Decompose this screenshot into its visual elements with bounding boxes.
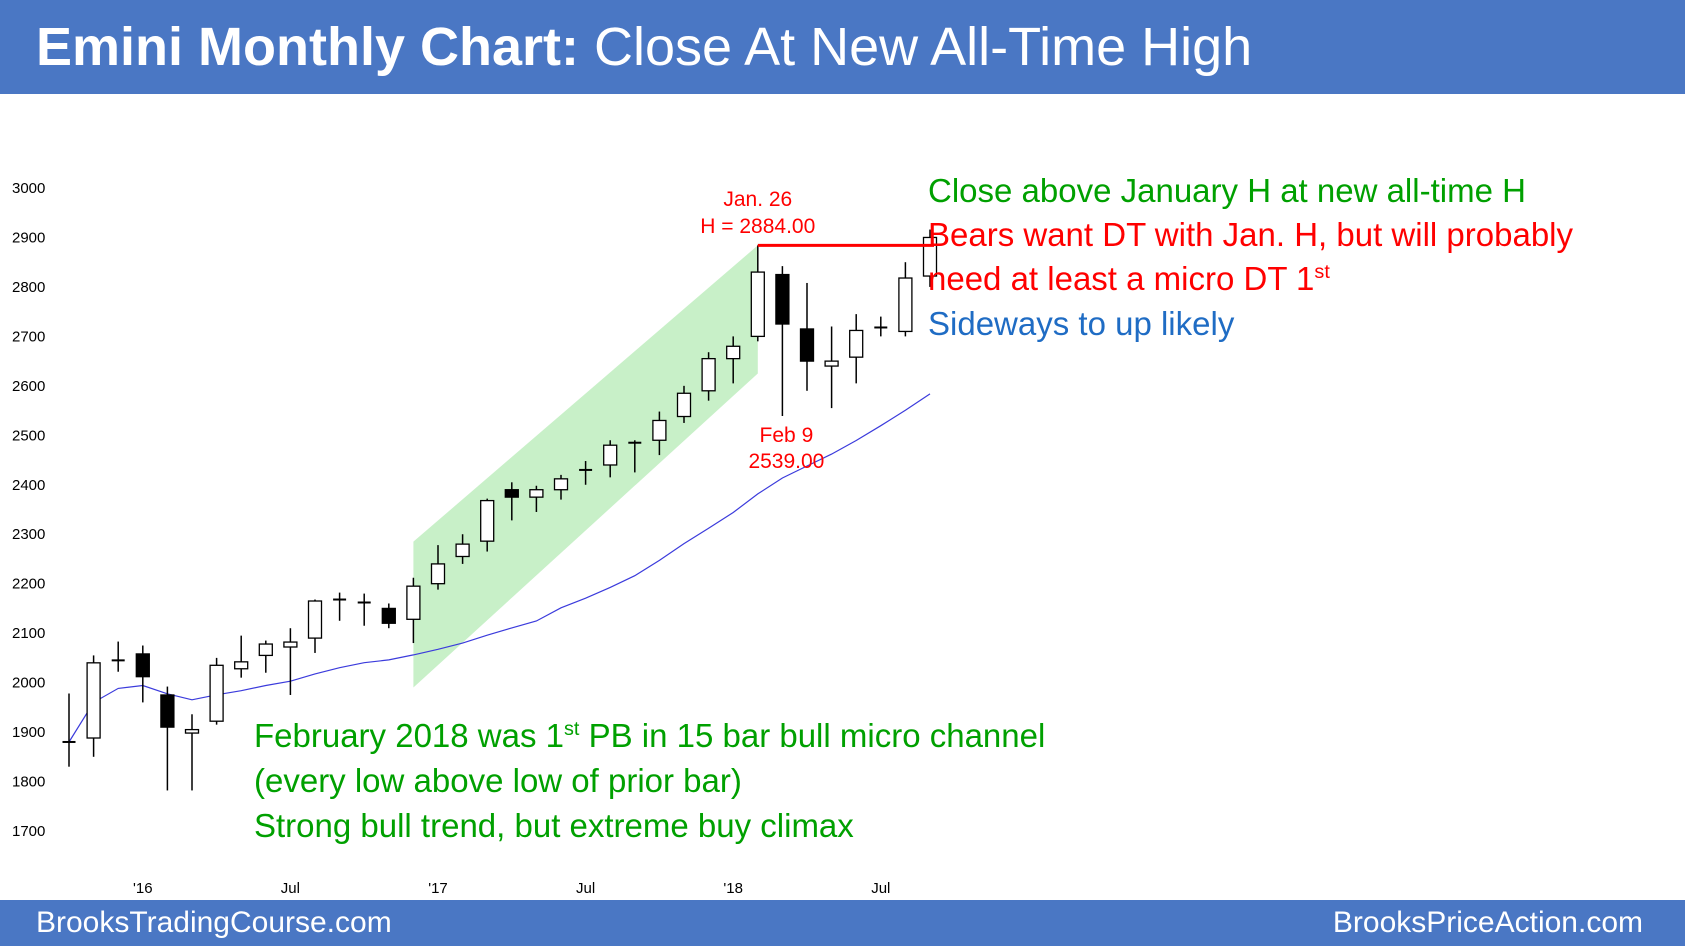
- title-rest: Close At New All-Time High: [578, 17, 1253, 77]
- chart-annotation: H = 2884.00: [700, 215, 815, 238]
- candle-bull: [86, 662, 101, 739]
- candle-bull: [406, 585, 421, 620]
- y-tick-label: 1700: [12, 823, 45, 840]
- x-tick-label: Jul: [576, 880, 595, 897]
- chart-annotation: Jan. 26: [723, 188, 792, 211]
- bottom-note-1-rest: PB in 15 bar bull micro channel: [579, 717, 1046, 754]
- candle-bull: [726, 345, 741, 360]
- y-tick-label: 2200: [12, 576, 45, 593]
- bottom-note-1: February 2018 was 1st PB in 15 bar bull …: [254, 713, 1045, 758]
- title-bold: Emini Monthly Chart:: [36, 17, 579, 77]
- candle-bull: [209, 664, 224, 722]
- x-tick-label: Jul: [281, 880, 300, 897]
- y-tick-label: 1900: [12, 724, 45, 741]
- candle-bull: [430, 563, 446, 585]
- x-tick-label: Jul: [871, 880, 890, 897]
- y-tick-label: 2700: [12, 328, 45, 345]
- note-line-3-sup: st: [1314, 261, 1330, 283]
- candle-bull: [529, 489, 544, 498]
- candle-bull: [922, 236, 938, 277]
- note-line-3-text: need at least a micro DT 1: [928, 260, 1315, 297]
- note-line-4: Sideways to up likely: [928, 305, 1235, 342]
- candle-bull: [283, 641, 298, 648]
- y-tick-label: 2500: [12, 427, 45, 444]
- header-bar: Emini Monthly Chart: Close At New All-Ti…: [0, 0, 1685, 94]
- candle-bull: [307, 600, 323, 639]
- candle-bull: [652, 419, 667, 441]
- footer-right-link[interactable]: BrooksPriceAction.com: [1332, 906, 1643, 939]
- candle-bear: [799, 328, 815, 362]
- bottom-note-1-text: February 2018 was 1: [254, 717, 565, 754]
- bottom-note-3: Strong bull trend, but extreme buy clima…: [254, 807, 854, 844]
- candle-bull: [750, 271, 765, 338]
- y-tick-label: 2800: [12, 279, 45, 296]
- bottom-note-1-sup: st: [564, 718, 580, 740]
- note-line-1: Close above January H at new all-time H: [928, 172, 1526, 209]
- candle-bear: [775, 273, 790, 325]
- y-tick-label: 1800: [12, 774, 45, 791]
- y-tick-label: 3000: [12, 180, 45, 197]
- footer-left-link[interactable]: BrooksTradingCourse.com: [36, 906, 392, 939]
- candle-bull: [701, 357, 716, 392]
- candle-bull: [898, 277, 913, 333]
- footer-bar: BrooksTradingCourse.com BrooksPriceActio…: [0, 900, 1685, 946]
- y-tick-label: 2900: [12, 229, 45, 246]
- candle-bull: [234, 661, 249, 670]
- candle-bear: [160, 694, 175, 728]
- x-tick-label: '16: [133, 880, 153, 897]
- candle-bull: [553, 478, 569, 491]
- note-line-2: Bears want DT with Jan. H, but will prob…: [928, 216, 1573, 253]
- candle-bear: [135, 653, 150, 678]
- candle-bull: [849, 329, 864, 358]
- candle-bear: [381, 607, 396, 624]
- candle-bull: [824, 360, 839, 367]
- candle-bull: [184, 728, 200, 734]
- x-tick-label: '17: [428, 880, 448, 897]
- note-line-3: need at least a micro DT 1st: [928, 256, 1330, 301]
- x-tick-label: '18: [723, 880, 743, 897]
- candle-bear: [504, 489, 519, 498]
- y-tick-label: 2300: [12, 526, 45, 543]
- candlestick-chart: 1700 1800 1900 2000 2100 2200 2300 2400 2500 2600…: [12, 180, 938, 897]
- candle-bull: [676, 392, 692, 418]
- candle-bull: [258, 643, 273, 657]
- y-tick-label: 2400: [12, 477, 45, 494]
- chart-annotation: 2539.00: [748, 450, 824, 473]
- candle-bull: [480, 499, 495, 542]
- candle-bull: [603, 444, 618, 466]
- page-title: Emini Monthly Chart: Close At New All-Ti…: [36, 14, 1252, 80]
- bottom-note-2: (every low above low of prior bar): [254, 762, 742, 799]
- chart-annotation: Feb 9: [760, 424, 814, 447]
- y-tick-label: 2100: [12, 625, 45, 642]
- y-tick-label: 2000: [12, 675, 45, 692]
- candle-bull: [455, 543, 470, 558]
- y-tick-label: 2600: [12, 378, 45, 395]
